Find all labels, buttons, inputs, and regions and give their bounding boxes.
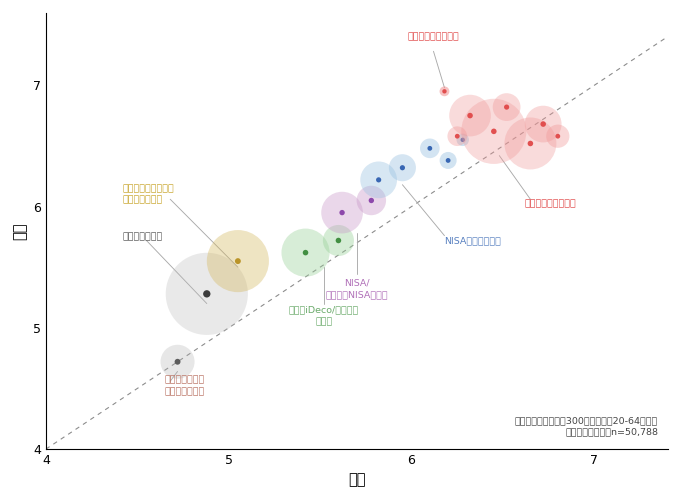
Point — [172, 358, 183, 366]
X-axis label: 男性: 男性 — [348, 472, 365, 488]
Point — [501, 103, 512, 111]
Text: すべて知らない
利用していない: すべて知らない 利用していない — [165, 376, 205, 396]
Point — [366, 196, 377, 204]
Point — [337, 208, 347, 216]
Point — [397, 164, 408, 172]
Point — [538, 120, 549, 128]
Y-axis label: 女性: 女性 — [12, 222, 27, 240]
Point — [424, 144, 435, 152]
Point — [488, 128, 499, 136]
Point — [538, 120, 549, 128]
Point — [452, 132, 462, 140]
Point — [439, 88, 450, 96]
Point — [337, 208, 347, 216]
Point — [525, 140, 536, 147]
Point — [201, 290, 212, 298]
Point — [501, 103, 512, 111]
Point — [233, 257, 243, 265]
Point — [525, 140, 536, 147]
Point — [439, 88, 450, 96]
Text: NISAと年金を利用: NISAと年金を利用 — [445, 236, 501, 245]
Point — [488, 128, 499, 136]
Text: ふるさと納税を利用: ふるさと納税を利用 — [525, 200, 577, 208]
Point — [552, 132, 563, 140]
Text: 対象者：有職・年収300万円以上の20-64歳男女
サンプルサイズ：n=50,788: 対象者：有職・年収300万円以上の20-64歳男女 サンプルサイズ：n=50,7… — [515, 416, 658, 436]
Point — [373, 176, 384, 184]
Point — [300, 248, 311, 256]
Point — [443, 156, 454, 164]
Point — [464, 112, 475, 120]
Point — [233, 257, 243, 265]
Text: すべての制度を利用: すべての制度を利用 — [407, 32, 460, 42]
Text: NISA/
つみたてNISAを利用: NISA/ つみたてNISAを利用 — [326, 278, 388, 299]
Point — [333, 236, 344, 244]
Text: 年金（iDeco/企業型）
を利用: 年金（iDeco/企業型） を利用 — [289, 306, 359, 326]
Point — [333, 236, 344, 244]
Text: 利用していない: 利用していない — [122, 232, 163, 241]
Point — [443, 156, 454, 164]
Point — [424, 144, 435, 152]
Point — [458, 136, 469, 144]
Point — [464, 112, 475, 120]
Point — [300, 248, 311, 256]
Point — [452, 132, 462, 140]
Point — [366, 196, 377, 204]
Point — [397, 164, 408, 172]
Point — [373, 176, 384, 184]
Point — [458, 136, 469, 144]
Point — [552, 132, 563, 140]
Point — [172, 358, 183, 366]
Point — [201, 290, 212, 298]
Text: すべて知っているが
利用していない: すべて知っているが 利用していない — [122, 184, 175, 205]
